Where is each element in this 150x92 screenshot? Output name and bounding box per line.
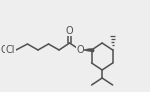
Text: O: O	[66, 26, 73, 36]
Text: Cl: Cl	[1, 45, 10, 55]
Polygon shape	[80, 48, 92, 52]
Text: Cl: Cl	[6, 45, 15, 55]
Text: O: O	[76, 45, 84, 55]
